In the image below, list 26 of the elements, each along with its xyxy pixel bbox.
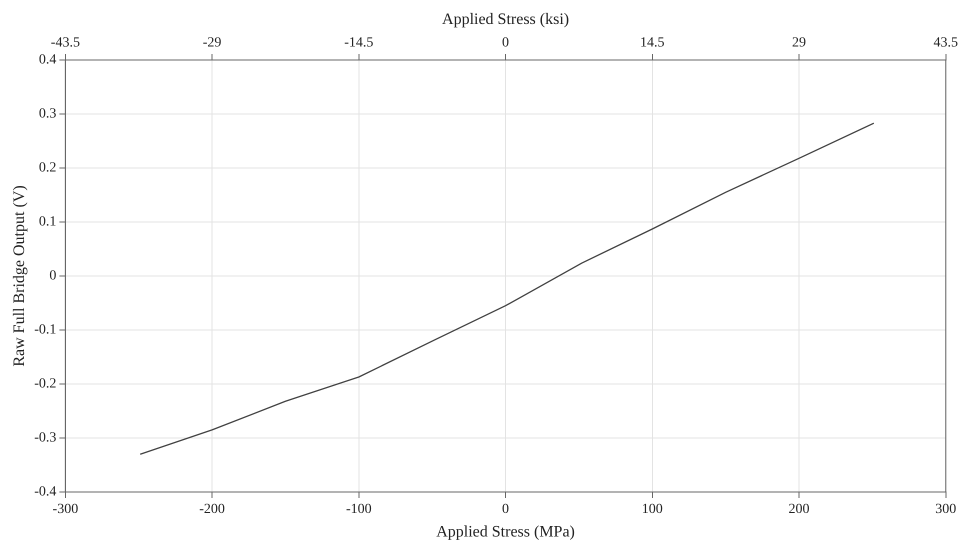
- x2-tick-label: 0: [502, 35, 510, 50]
- x-tick-label: 0: [502, 502, 510, 518]
- x2-tick-label: -14.5: [344, 35, 374, 50]
- x-axis-title: Applied Stress (MPa): [436, 524, 575, 541]
- y-tick-label: -0.3: [34, 430, 56, 446]
- x-tick-label: 200: [788, 502, 810, 518]
- x2-tick-label: 43.5: [934, 35, 958, 50]
- y-tick-label: 0.1: [38, 214, 56, 230]
- y-tick-label: 0.4: [38, 52, 56, 68]
- x-tick-label: 100: [642, 502, 663, 518]
- y-tick-label: 0: [49, 268, 56, 284]
- y-tick-label: -0.4: [34, 484, 56, 500]
- x2-tick-label: 14.5: [640, 35, 665, 50]
- y-tick-label: -0.2: [34, 376, 56, 392]
- x-tick-label: 300: [935, 502, 956, 518]
- x2-axis-title: Applied Stress (ksi): [442, 10, 570, 28]
- y-tick-label: -0.1: [34, 322, 56, 338]
- x-tick-label: -100: [346, 502, 372, 518]
- x2-tick-label: 29: [792, 35, 806, 50]
- x-tick-label: -200: [199, 502, 225, 518]
- y-axis-title: Raw Full Bridge Output (V): [10, 185, 28, 367]
- x2-tick-label: -43.5: [50, 35, 80, 50]
- y-tick-label: 0.2: [38, 160, 56, 176]
- x-tick-label: -300: [52, 502, 78, 518]
- y-tick-label: 0.3: [38, 106, 56, 122]
- x2-tick-label: -29: [202, 35, 222, 50]
